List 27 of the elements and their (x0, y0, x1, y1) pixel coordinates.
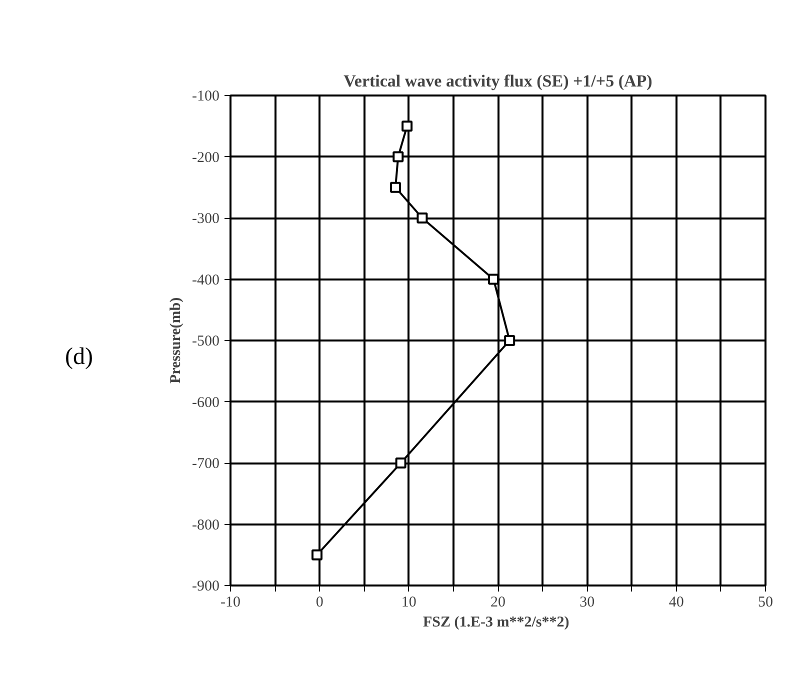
x-tick-label: 30 (580, 594, 595, 610)
point (504, 335, 516, 346)
y-tick-label: -500 (192, 334, 220, 350)
point (395, 458, 406, 468)
point (311, 549, 322, 560)
point (416, 212, 428, 224)
point (402, 120, 413, 132)
x-tick-label: 50 (758, 594, 773, 610)
x-tick-label: 20 (490, 594, 506, 610)
chart-title: Vertical wave activity flux (SE) +1/+5 (AP) (344, 72, 652, 90)
y-tick-label: -200 (192, 150, 220, 166)
x-tick-label: -10 (220, 594, 240, 610)
x-axis-title: FSZ (1.E-3 m**2/s**2) (423, 614, 570, 630)
text: (d) (65, 343, 93, 372)
y-tick-label: -900 (192, 578, 220, 594)
y-tick-label: -600 (192, 394, 220, 411)
y-tick-label: -100 (192, 88, 220, 104)
x-tick-label: 40 (668, 594, 684, 610)
y-tick-label: -400 (192, 272, 220, 288)
y-tick-label: -300 (192, 211, 220, 227)
y-axis-title: Pressure(mb) (168, 297, 184, 384)
point (390, 182, 401, 193)
x-tick-label: 10 (401, 594, 416, 610)
x-tick-label: 0 (316, 594, 324, 610)
y-tick-label: -800 (192, 517, 220, 534)
y-tick-label: -700 (192, 456, 220, 472)
point (392, 151, 404, 162)
